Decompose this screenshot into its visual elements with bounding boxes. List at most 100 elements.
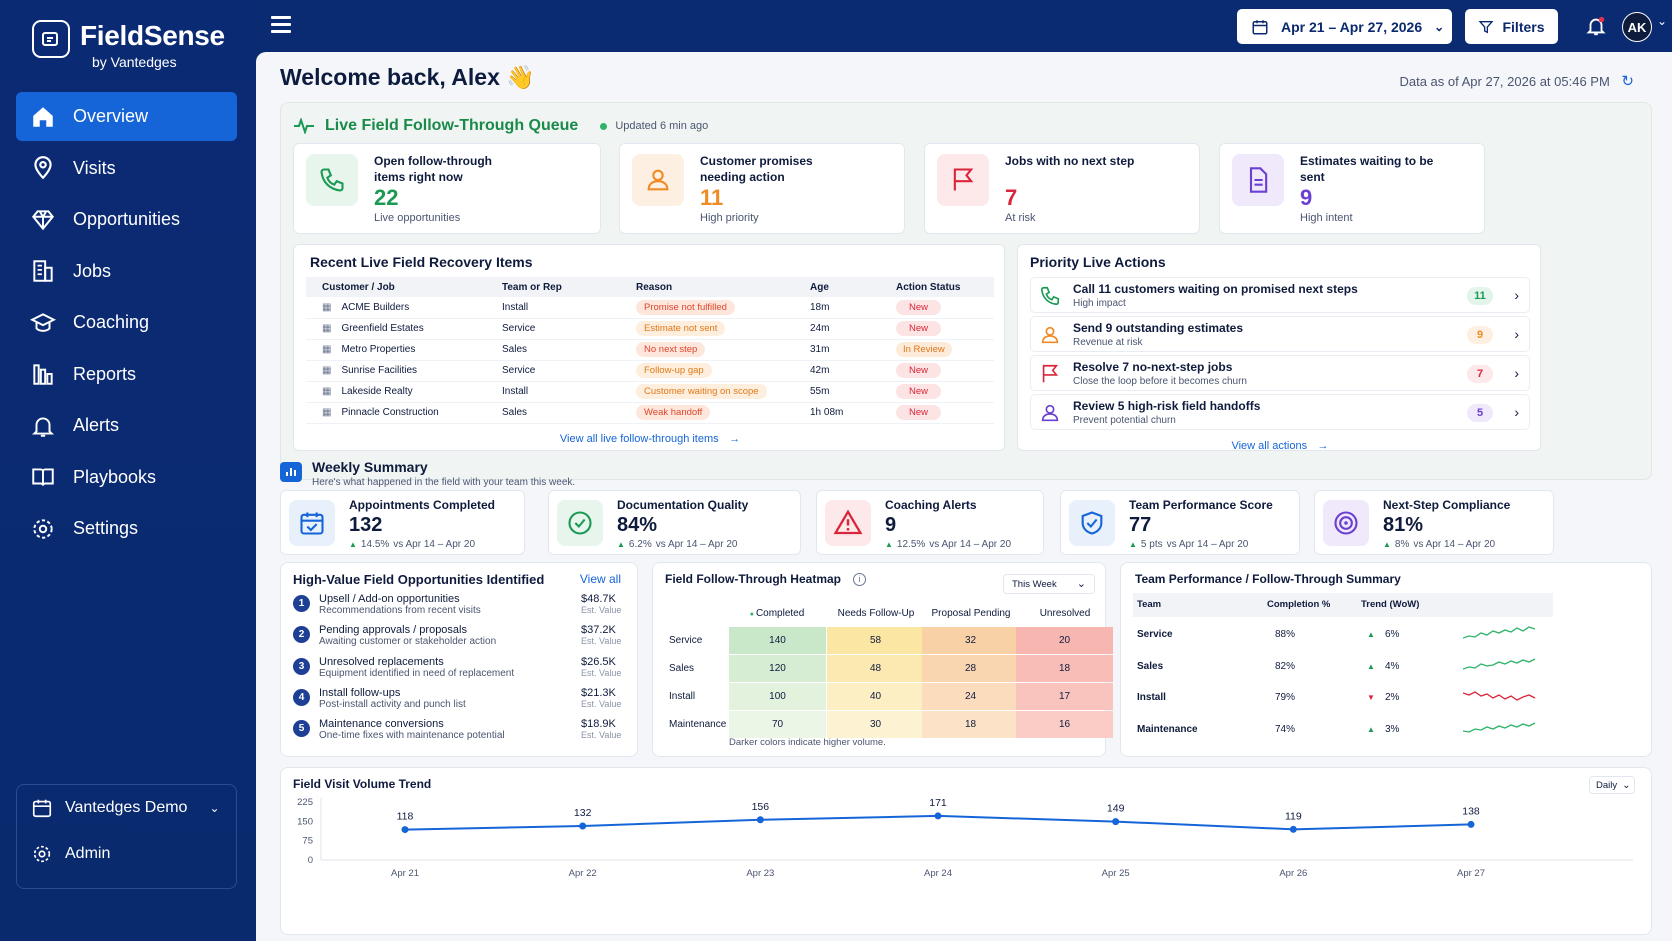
column-header[interactable]: Reason — [620, 277, 794, 297]
kpi-card[interactable]: Jobs with no next step 7 At risk — [924, 143, 1200, 234]
brand-logo[interactable]: FieldSense by Vantedges — [32, 20, 225, 70]
column-header[interactable]: Team or Rep — [486, 277, 620, 297]
info-icon[interactable]: i — [853, 572, 866, 586]
trend-granularity-select[interactable]: Daily ⌄ — [1589, 776, 1635, 794]
user-avatar[interactable]: AK — [1622, 12, 1652, 42]
data-point[interactable] — [756, 816, 764, 824]
data-point[interactable] — [1467, 820, 1475, 828]
opportunity-item[interactable]: 1 Upsell / Add-on opportunities Recommenda… — [293, 593, 627, 621]
weekly-stat-card[interactable]: Appointments Completed 132 ▲ 14.5% vs Apr 14… — [280, 490, 525, 555]
status-badge[interactable]: In Review — [896, 342, 952, 357]
opportunity-item[interactable]: 2 Pending approvals / proposals Awaiting c… — [293, 624, 627, 652]
data-point[interactable] — [1289, 825, 1297, 833]
status-badge[interactable]: New — [896, 363, 942, 378]
status-badge[interactable]: New — [896, 384, 942, 399]
opportunity-item[interactable]: 3 Unresolved replacements Equipment identi… — [293, 656, 627, 684]
nav-item-coaching[interactable]: Coaching — [16, 298, 237, 347]
kpi-card[interactable]: Open follow-through items right now 22 L… — [293, 143, 601, 234]
column-header[interactable]: Age — [794, 277, 880, 297]
weekly-stat-card[interactable]: Coaching Alerts 9 ▲ 12.5% vs Apr 14 – Apr 20 — [816, 490, 1044, 555]
page-title: Welcome back, Alex 👋 — [280, 64, 535, 90]
priority-action-item[interactable]: Resolve 7 no-next-step jobs Close the loo… — [1030, 355, 1530, 391]
opportunities-view-all-link[interactable]: View all — [579, 572, 621, 586]
column-header[interactable]: Team — [1137, 599, 1162, 610]
table-row[interactable]: ▦ Metro Properties Sales No next step 31m In … — [306, 339, 994, 361]
heatmap-cell[interactable]: 120 — [729, 655, 826, 682]
rank-badge: 5 — [293, 720, 310, 738]
table-row[interactable]: ▦ Lakeside Realty Install Customer waiting … — [306, 381, 994, 403]
nav-item-jobs[interactable]: Jobs — [16, 247, 237, 296]
nav-item-overview[interactable]: Overview — [16, 92, 237, 141]
heatmap-cell[interactable]: 28 — [922, 655, 1019, 682]
x-tick-label: Apr 26 — [1279, 868, 1307, 879]
priority-action-item[interactable]: Send 9 outstanding estimates Revenue at r… — [1030, 316, 1530, 352]
data-point[interactable] — [579, 822, 587, 830]
data-point[interactable] — [934, 812, 942, 820]
weekly-stat-card[interactable]: Next-Step Compliance 81% ▲ 8% vs Apr 14 – Ap… — [1314, 490, 1554, 555]
column-header[interactable]: Customer / Job — [306, 277, 486, 297]
opportunity-value: $18.9K — [581, 718, 616, 731]
priority-action-item[interactable]: Call 11 customers waiting on promised ne… — [1030, 277, 1530, 313]
heatmap-cell[interactable]: 24 — [922, 683, 1019, 710]
admin-link[interactable]: Admin — [17, 831, 236, 877]
nav-item-opportunities[interactable]: Opportunities — [16, 195, 237, 244]
priority-action-item[interactable]: Review 5 high-risk field handoffs Prevent… — [1030, 394, 1530, 430]
filters-button[interactable]: Filters — [1465, 9, 1558, 44]
org-switcher[interactable]: Vantedges Demo ⌄ — [17, 785, 236, 831]
x-tick-label: Apr 24 — [924, 868, 952, 879]
heatmap-cell[interactable]: 70 — [729, 711, 826, 738]
column-header[interactable]: Trend (WoW) — [1361, 599, 1420, 610]
status-cell: New — [880, 318, 994, 340]
nav-label: Playbooks — [73, 466, 157, 487]
table-row[interactable]: ▦ Greenfield Estates Service Estimate not s… — [306, 318, 994, 340]
notifications-bell-icon[interactable] — [1585, 15, 1607, 42]
heatmap-cell[interactable]: 32 — [922, 627, 1019, 654]
stat-delta: ▲ 5 pts vs Apr 14 – Apr 20 — [1129, 539, 1248, 550]
opportunity-value-unit: Est. Value — [581, 698, 622, 709]
heatmap-cell[interactable]: 16 — [1016, 711, 1113, 738]
kpi-card[interactable]: Estimates waiting to be sent 9 High inte… — [1219, 143, 1485, 234]
nav-item-alerts[interactable]: Alerts — [16, 401, 237, 450]
heatmap-cell[interactable]: 20 — [1016, 627, 1113, 654]
priority-actions-panel: Priority Live Actions Call 11 customers … — [1017, 244, 1542, 454]
date-range-picker[interactable]: Apr 21 – Apr 27, 2026 ⌄ — [1237, 9, 1452, 44]
status-badge[interactable]: New — [896, 299, 942, 315]
table-row[interactable]: ▦ Sunrise Facilities Service Follow-up gap 4… — [306, 360, 994, 382]
column-header[interactable]: Action Status — [880, 277, 994, 297]
nav-item-reports[interactable]: Reports — [16, 350, 237, 399]
weekly-stat-card[interactable]: Documentation Quality 84% ▲ 6.2% vs Apr 14 –… — [548, 490, 801, 555]
reason-cell: No next step — [620, 339, 794, 361]
opportunity-item[interactable]: 5 Maintenance conversions One-time fixes w… — [293, 718, 627, 746]
data-point[interactable] — [1112, 818, 1120, 826]
column-header[interactable]: Completion % — [1267, 599, 1331, 610]
heatmap-cell[interactable]: 40 — [827, 683, 924, 710]
heatmap-cell[interactable]: 58 — [827, 627, 924, 654]
weekly-stat-card[interactable]: Team Performance Score 77 ▲ 5 pts vs Apr 14 … — [1060, 490, 1300, 555]
nav-item-playbooks[interactable]: Playbooks — [16, 453, 237, 502]
heatmap-cell[interactable]: 18 — [1016, 655, 1113, 682]
heatmap-cell[interactable]: 18 — [922, 711, 1019, 738]
opportunity-item[interactable]: 4 Install follow-ups Post-install activity… — [293, 687, 627, 715]
menu-toggle-icon[interactable] — [271, 16, 291, 34]
data-point[interactable] — [401, 826, 409, 834]
status-badge[interactable]: New — [896, 405, 942, 420]
table-row[interactable]: ▦ ACME Builders Install Promise not fulfill… — [306, 297, 994, 319]
status-badge[interactable]: New — [896, 321, 942, 336]
heatmap-panel: Field Follow-Through Heatmap i This Week… — [652, 562, 1113, 757]
view-all-items-link[interactable]: View all live follow-through items → — [294, 429, 1006, 447]
view-all-actions-link[interactable]: View all actions → — [1018, 436, 1542, 454]
heatmap-period-select[interactable]: This Week ⌄ — [1003, 574, 1095, 594]
kpi-card[interactable]: Customer promises needing action 11 High… — [619, 143, 905, 234]
warning-icon — [825, 500, 871, 546]
heatmap-cell[interactable]: 48 — [827, 655, 924, 682]
nav-item-settings[interactable]: Settings — [16, 504, 237, 553]
heatmap-cell[interactable]: 30 — [827, 711, 924, 738]
heatmap-cell[interactable]: 140 — [729, 627, 826, 654]
chevron-down-icon[interactable]: ⌄ — [1657, 14, 1668, 28]
refresh-icon[interactable]: ↻ — [1621, 73, 1634, 90]
opportunity-subtitle: Equipment identified in need of replacem… — [319, 667, 515, 679]
heatmap-cell[interactable]: 100 — [729, 683, 826, 710]
table-row[interactable]: ▦ Pinnacle Construction Sales Weak handoff 1… — [306, 402, 994, 424]
heatmap-cell[interactable]: 17 — [1016, 683, 1113, 710]
nav-item-visits[interactable]: Visits — [16, 144, 237, 193]
